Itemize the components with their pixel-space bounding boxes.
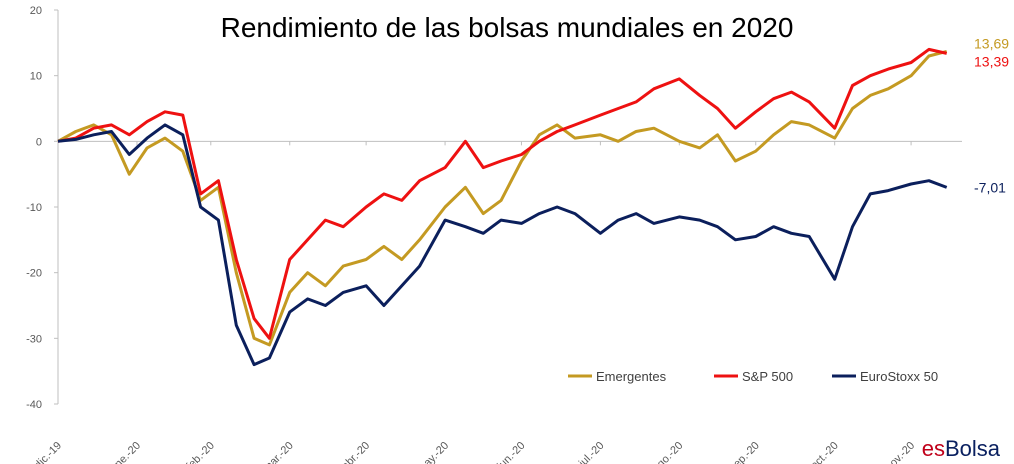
x-tick-label: 31-ago.-20 bbox=[639, 440, 685, 464]
y-tick-label: -20 bbox=[26, 268, 42, 280]
brand-logo: esBolsa bbox=[921, 436, 1000, 461]
x-tick-label: 31-ene.-20 bbox=[97, 440, 143, 464]
y-tick-label: -40 bbox=[26, 399, 42, 411]
y-tick-label: -10 bbox=[26, 202, 42, 214]
y-tick-label: 20 bbox=[30, 5, 42, 17]
chart-title: Rendimiento de las bolsas mundiales en 2… bbox=[220, 12, 794, 43]
x-tick-label: 31-jul.-20 bbox=[566, 440, 607, 464]
x-tick-label: 30-abr.-20 bbox=[328, 440, 372, 464]
plot-area bbox=[57, 47, 948, 367]
x-tick-label: 30-nov.-20 bbox=[872, 440, 917, 464]
end-label-s-p-500: 13,39 bbox=[974, 53, 1009, 69]
end-label-eurostoxx-50: -7,01 bbox=[974, 179, 1006, 195]
x-tick-label: 31-may.-20 bbox=[404, 440, 451, 464]
series-line-emergentes bbox=[57, 49, 948, 347]
x-tick-label: 30-sep.-20 bbox=[716, 440, 762, 464]
end-value-labels: 13,69 13,39 -7,01 bbox=[974, 35, 1009, 195]
legend-label: Emergentes bbox=[596, 369, 667, 384]
y-tick-label: 0 bbox=[36, 136, 42, 148]
legend: Emergentes S&P 500 EuroStoxx 50 bbox=[568, 369, 938, 384]
x-tick-label: 29-feb.-20 bbox=[173, 440, 217, 464]
legend-label: EuroStoxx 50 bbox=[860, 369, 938, 384]
x-tick-label: 31-dic.-19 bbox=[21, 440, 64, 464]
chart-axes: 20 10 0 -10 -20 -30 -40 31-dic.-19 31-ene.-20 29-… bbox=[21, 5, 962, 464]
x-tick-label: 30-jun.-20 bbox=[484, 440, 528, 464]
series-line-s-p-500 bbox=[57, 47, 948, 340]
legend-label: S&P 500 bbox=[742, 369, 793, 384]
y-tick-label: 10 bbox=[30, 71, 42, 83]
end-label-emergentes: 13,69 bbox=[974, 35, 1009, 51]
y-tick-label: -30 bbox=[26, 333, 42, 345]
series-line-eurostoxx-50 bbox=[57, 123, 948, 367]
x-tick-label: 31-mar.-20 bbox=[250, 440, 296, 464]
x-tick-label: 31-oct.-20 bbox=[797, 440, 841, 464]
